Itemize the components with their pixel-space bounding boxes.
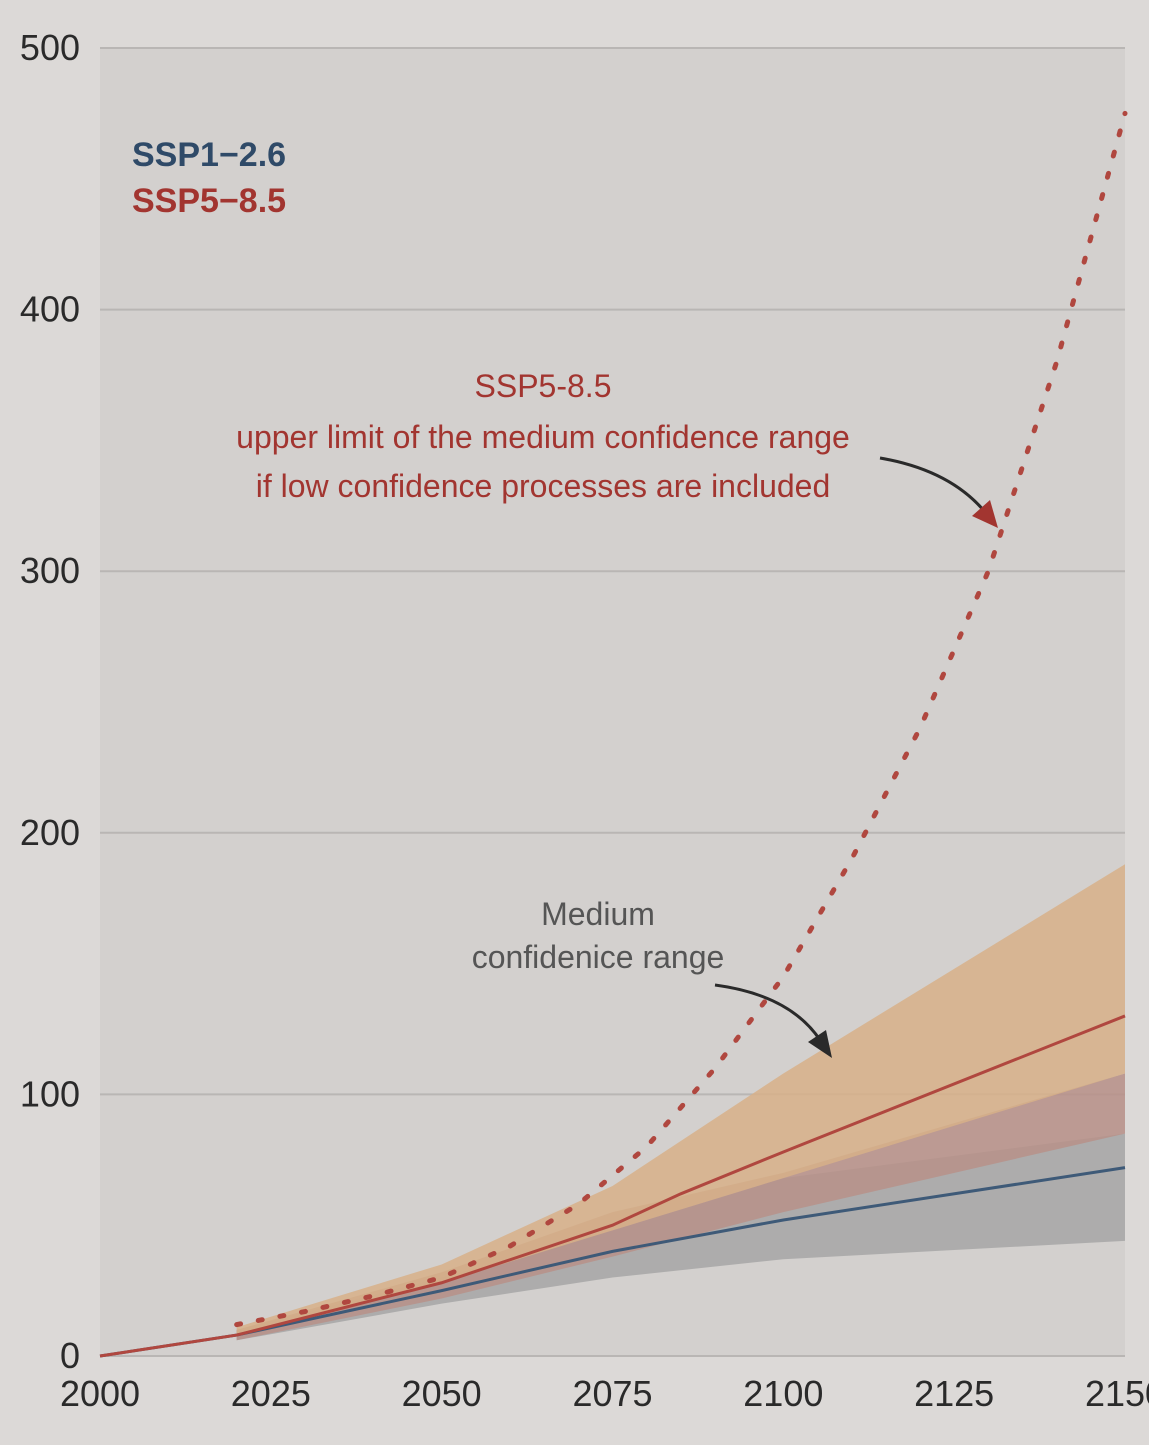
annotation-medium-arrowhead bbox=[808, 1030, 832, 1058]
annotation-upper-limit-line-2: upper limit of the medium confidence ran… bbox=[236, 419, 850, 455]
y-tick-label-300: 300 bbox=[20, 550, 80, 591]
x-tick-label-2075: 2075 bbox=[572, 1373, 652, 1414]
x-axis-ticks: 2000 2025 2050 2075 2100 2125 2150 bbox=[60, 1373, 1149, 1414]
annotation-upper-limit-arrow bbox=[879, 456, 987, 513]
annotation-upper-limit-line-3: if low confidence processes are included bbox=[256, 468, 831, 504]
series-dotted-5 bbox=[234, 110, 1128, 1328]
y-tick-label-500: 500 bbox=[20, 27, 80, 68]
legend-entry-ssp1: SSP1−2.6 bbox=[132, 136, 286, 174]
x-tick-label-2025: 2025 bbox=[231, 1373, 311, 1414]
confidence-bands bbox=[236, 864, 1125, 1341]
x-tick-label-2050: 2050 bbox=[402, 1373, 482, 1414]
series-lines bbox=[99, 1014, 1126, 1358]
annotation-medium-confidence: Medium confidenice range bbox=[472, 896, 832, 1058]
annotation-medium-arrow bbox=[714, 983, 822, 1041]
y-axis-ticks: 0 100 200 300 400 500 bbox=[20, 27, 80, 1376]
annotation-medium-line-2: confidenice range bbox=[472, 939, 725, 975]
y-tick-label-100: 100 bbox=[20, 1073, 80, 1114]
annotation-upper-limit-line-1: SSP5-8.5 bbox=[475, 368, 612, 404]
legend: SSP1−2.6 SSP5−8.5 bbox=[132, 136, 286, 220]
y-tick-label-200: 200 bbox=[20, 812, 80, 853]
x-tick-label-2125: 2125 bbox=[914, 1373, 994, 1414]
y-tick-label-400: 400 bbox=[20, 289, 80, 330]
x-tick-label-2100: 2100 bbox=[743, 1373, 823, 1414]
x-tick-label-2150: 2150 bbox=[1085, 1373, 1149, 1414]
series-line-1 bbox=[99, 1014, 1126, 1358]
legend-entry-ssp5: SSP5−8.5 bbox=[132, 182, 286, 220]
upper-limit-dotted-line bbox=[234, 110, 1128, 1328]
x-tick-label-2000: 2000 bbox=[60, 1373, 140, 1414]
annotation-upper-limit-arrowhead bbox=[972, 500, 998, 528]
annotation-medium-line-1: Medium bbox=[541, 896, 655, 932]
y-tick-label-0: 0 bbox=[60, 1335, 80, 1376]
annotation-upper-limit: SSP5-8.5 upper limit of the medium confi… bbox=[236, 368, 998, 528]
gridlines bbox=[100, 47, 1125, 1357]
band-4 bbox=[236, 864, 1125, 1336]
